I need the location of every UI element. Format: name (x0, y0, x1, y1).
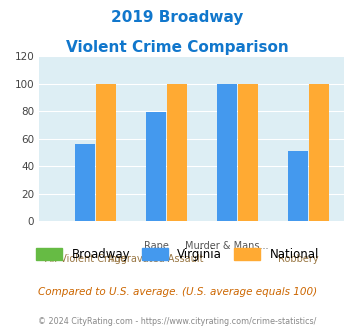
Text: Compared to U.S. average. (U.S. average equals 100): Compared to U.S. average. (U.S. average … (38, 287, 317, 297)
Bar (217, 83, 237, 221)
Bar (146, 113, 166, 221)
Text: Robbery: Robbery (278, 254, 318, 264)
Text: 2019 Broadway: 2019 Broadway (111, 10, 244, 25)
Bar (167, 83, 187, 221)
Bar (238, 83, 258, 221)
Text: © 2024 CityRating.com - https://www.cityrating.com/crime-statistics/: © 2024 CityRating.com - https://www.city… (38, 317, 317, 326)
Text: All Violent Crime: All Violent Crime (45, 254, 126, 264)
Bar (75, 144, 95, 221)
Bar (288, 151, 308, 221)
Text: Murder & Mans...: Murder & Mans... (185, 241, 269, 250)
Bar (96, 83, 116, 221)
Text: Rape: Rape (144, 241, 169, 250)
Legend: Broadway, Virginia, National: Broadway, Virginia, National (31, 244, 324, 266)
Text: Violent Crime Comparison: Violent Crime Comparison (66, 40, 289, 54)
Text: Aggravated Assault: Aggravated Assault (108, 254, 204, 264)
Bar (309, 83, 329, 221)
